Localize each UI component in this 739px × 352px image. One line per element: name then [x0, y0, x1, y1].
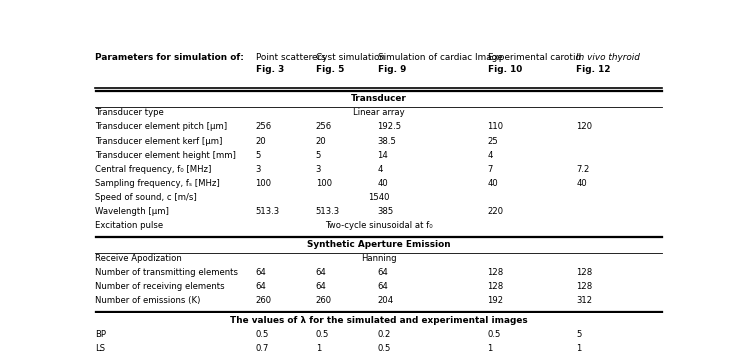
Text: Fig. 10: Fig. 10 — [488, 65, 522, 74]
Text: 64: 64 — [316, 268, 327, 277]
Text: 1540: 1540 — [368, 193, 389, 202]
Text: 1: 1 — [576, 344, 582, 352]
Text: Cyst simulation: Cyst simulation — [316, 53, 385, 62]
Text: 204: 204 — [378, 296, 394, 306]
Text: Point scatterers: Point scatterers — [256, 53, 325, 62]
Text: The values of λ for the simulated and experimental images: The values of λ for the simulated and ex… — [230, 315, 528, 325]
Text: 3: 3 — [316, 165, 321, 174]
Text: 64: 64 — [378, 282, 388, 291]
Text: Excitation pulse: Excitation pulse — [95, 221, 163, 230]
Text: Linear array: Linear array — [353, 108, 404, 117]
Text: 513.3: 513.3 — [256, 207, 280, 216]
Text: 5: 5 — [316, 151, 321, 160]
Text: 192.5: 192.5 — [378, 122, 402, 131]
Text: 0.5: 0.5 — [256, 329, 269, 339]
Text: 120: 120 — [576, 122, 593, 131]
Text: Fig. 3: Fig. 3 — [256, 65, 284, 74]
Text: 513.3: 513.3 — [316, 207, 340, 216]
Text: 20: 20 — [256, 137, 266, 146]
Text: 220: 220 — [488, 207, 504, 216]
Text: 64: 64 — [256, 268, 266, 277]
Text: Fig. 9: Fig. 9 — [378, 65, 406, 74]
Text: Fig. 5: Fig. 5 — [316, 65, 344, 74]
Text: 64: 64 — [256, 282, 266, 291]
Text: LS: LS — [95, 344, 105, 352]
Text: 192: 192 — [488, 296, 504, 306]
Text: Central frequency, f₀ [MHz]: Central frequency, f₀ [MHz] — [95, 165, 211, 174]
Text: 40: 40 — [576, 179, 587, 188]
Text: 0.7: 0.7 — [256, 344, 269, 352]
Text: 260: 260 — [316, 296, 332, 306]
Text: 14: 14 — [378, 151, 388, 160]
Text: 4: 4 — [488, 151, 493, 160]
Text: Transducer: Transducer — [351, 94, 406, 103]
Text: 0.5: 0.5 — [488, 329, 501, 339]
Text: 312: 312 — [576, 296, 593, 306]
Text: 128: 128 — [576, 268, 593, 277]
Text: 0.2: 0.2 — [378, 329, 391, 339]
Text: 64: 64 — [316, 282, 327, 291]
Text: 128: 128 — [576, 282, 593, 291]
Text: Experimental carotid: Experimental carotid — [488, 53, 581, 62]
Text: Synthetic Aperture Emission: Synthetic Aperture Emission — [307, 240, 451, 249]
Text: 100: 100 — [316, 179, 332, 188]
Text: 256: 256 — [316, 122, 332, 131]
Text: 385: 385 — [378, 207, 394, 216]
Text: BP: BP — [95, 329, 106, 339]
Text: Simulation of cardiac Image: Simulation of cardiac Image — [378, 53, 503, 62]
Text: 0.5: 0.5 — [378, 344, 391, 352]
Text: 5: 5 — [576, 329, 582, 339]
Text: Sampling frequency, fₛ [MHz]: Sampling frequency, fₛ [MHz] — [95, 179, 220, 188]
Text: Parameters for simulation of:: Parameters for simulation of: — [95, 53, 244, 62]
Text: Fig. 12: Fig. 12 — [576, 65, 611, 74]
Text: Number of receiving elements: Number of receiving elements — [95, 282, 225, 291]
Text: 7: 7 — [488, 165, 493, 174]
Text: 25: 25 — [488, 137, 498, 146]
Text: 0.5: 0.5 — [316, 329, 329, 339]
Text: Number of transmitting elements: Number of transmitting elements — [95, 268, 238, 277]
Text: Hanning: Hanning — [361, 254, 397, 263]
Text: Receive Apodization: Receive Apodization — [95, 254, 182, 263]
Text: 40: 40 — [378, 179, 388, 188]
Text: 1: 1 — [316, 344, 321, 352]
Text: 4: 4 — [378, 165, 383, 174]
Text: 260: 260 — [256, 296, 272, 306]
Text: 256: 256 — [256, 122, 272, 131]
Text: Speed of sound, c [m/s]: Speed of sound, c [m/s] — [95, 193, 197, 202]
Text: 40: 40 — [488, 179, 498, 188]
Text: 100: 100 — [256, 179, 272, 188]
Text: 110: 110 — [488, 122, 504, 131]
Text: 7.2: 7.2 — [576, 165, 590, 174]
Text: In vivo thyroid: In vivo thyroid — [576, 53, 640, 62]
Text: Wavelength [μm]: Wavelength [μm] — [95, 207, 169, 216]
Text: 1: 1 — [488, 344, 493, 352]
Text: 3: 3 — [256, 165, 261, 174]
Text: Transducer element pitch [μm]: Transducer element pitch [μm] — [95, 122, 228, 131]
Text: Transducer element kerf [μm]: Transducer element kerf [μm] — [95, 137, 222, 146]
Text: 5: 5 — [256, 151, 261, 160]
Text: 128: 128 — [488, 282, 504, 291]
Text: Transducer element height [mm]: Transducer element height [mm] — [95, 151, 236, 160]
Text: Number of emissions (K): Number of emissions (K) — [95, 296, 200, 306]
Text: 128: 128 — [488, 268, 504, 277]
Text: 64: 64 — [378, 268, 388, 277]
Text: Transducer type: Transducer type — [95, 108, 164, 117]
Text: Two-cycle sinusoidal at f₀: Two-cycle sinusoidal at f₀ — [325, 221, 432, 230]
Text: 20: 20 — [316, 137, 327, 146]
Text: 38.5: 38.5 — [378, 137, 396, 146]
